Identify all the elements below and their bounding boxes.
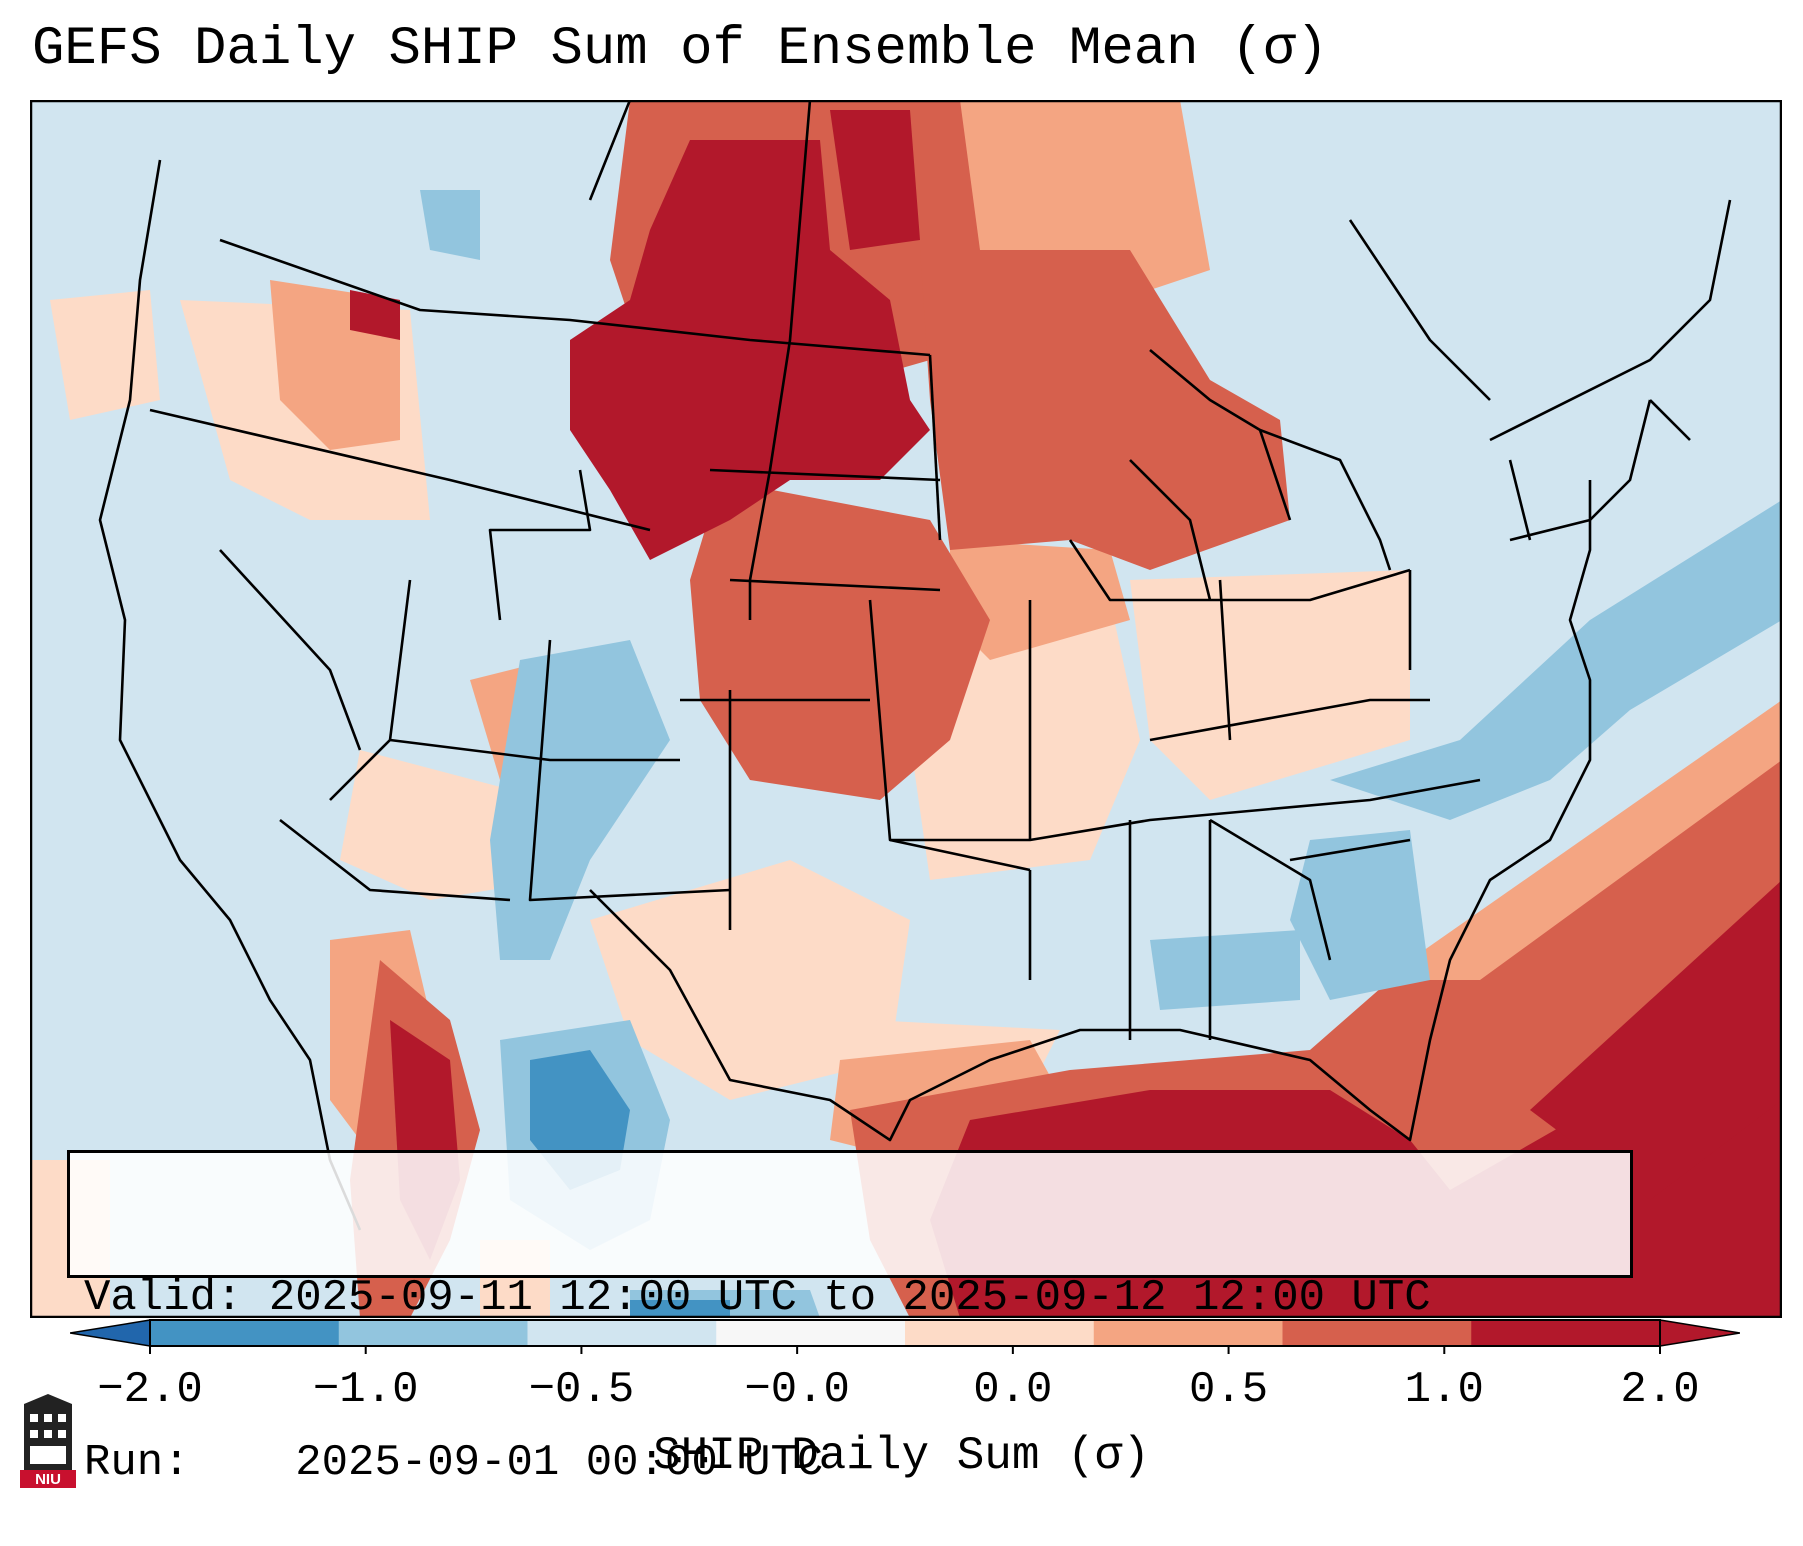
run-value: 2025-09-01 00:00 UTC <box>295 1438 824 1488</box>
colorbar-tick-label: −0.0 <box>744 1365 850 1415</box>
colorbar-label: SHIP Daily Sum (σ) <box>653 1430 1150 1482</box>
colorbar-tick-label: −1.0 <box>312 1365 419 1415</box>
colorbar-tick-label: 1.0 <box>1404 1365 1484 1415</box>
valid-label: Valid: <box>84 1273 243 1323</box>
colorbar-tick-label: 0.5 <box>1188 1365 1269 1415</box>
niu-logo-icon: NIU <box>20 1394 76 1488</box>
map-title: GEFS Daily SHIP Sum of Ensemble Mean (σ) <box>32 19 1329 80</box>
colorbar-segment <box>1471 1320 1661 1346</box>
colorbar-frame <box>149 1319 1661 1347</box>
valid-row: Valid: 2025-09-11 12:00 UTC to 2025-09-1… <box>84 1271 1616 1326</box>
colorbar-segment <box>1093 1320 1283 1346</box>
validity-info-box: Valid: 2025-09-11 12:00 UTC to 2025-09-1… <box>67 1150 1633 1488</box>
colorbar-tick-label: 0.0 <box>973 1365 1053 1415</box>
colorbar-segment <box>716 1320 906 1346</box>
valid-value: 2025-09-11 12:00 UTC to 2025-09-12 12:00… <box>268 1273 1431 1323</box>
run-row: Run: 2025-09-01 00:00 UTC <box>84 1436 1616 1491</box>
colorbar-tick-label: −0.5 <box>528 1365 635 1415</box>
colorbar-extend-low <box>70 1319 151 1347</box>
colorbar-segment <box>527 1320 717 1346</box>
colorbar-extend-high <box>1659 1319 1740 1347</box>
colorbar-tick-label: −2.0 <box>97 1365 203 1415</box>
colorbar <box>70 1319 1740 1354</box>
colorbar-segment <box>1282 1320 1472 1346</box>
ship-anomaly-map <box>30 100 1782 1318</box>
boundary-lines <box>98 100 1732 1231</box>
colorbar-segment <box>905 1320 1095 1346</box>
colorbar-tick-label: 2.0 <box>1620 1365 1700 1415</box>
niu-logo-text: NIU <box>35 1471 61 1488</box>
run-label: Run: <box>84 1438 190 1488</box>
colorbar-segment <box>150 1320 340 1346</box>
colorbar-segment <box>338 1320 528 1346</box>
